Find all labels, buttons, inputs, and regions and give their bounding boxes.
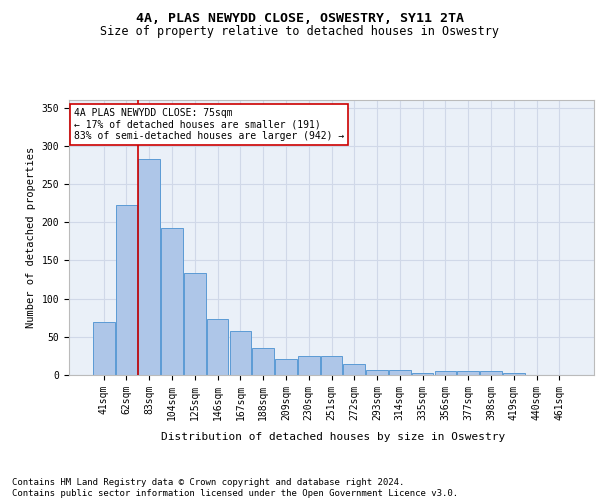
Bar — [275, 359, 297, 375]
Bar — [389, 370, 410, 375]
Text: Size of property relative to detached houses in Oswestry: Size of property relative to detached ho… — [101, 25, 499, 38]
Bar — [343, 364, 365, 375]
Text: 4A PLAS NEWYDD CLOSE: 75sqm
← 17% of detached houses are smaller (191)
83% of se: 4A PLAS NEWYDD CLOSE: 75sqm ← 17% of det… — [74, 108, 344, 142]
Bar — [230, 332, 251, 375]
Bar — [480, 371, 502, 375]
Bar — [366, 370, 388, 375]
Bar — [503, 374, 524, 375]
Bar — [116, 206, 137, 375]
Bar — [320, 356, 343, 375]
Bar — [412, 372, 433, 375]
Bar — [207, 319, 229, 375]
Bar — [457, 371, 479, 375]
Bar — [253, 348, 274, 375]
Text: 4A, PLAS NEWYDD CLOSE, OSWESTRY, SY11 2TA: 4A, PLAS NEWYDD CLOSE, OSWESTRY, SY11 2T… — [136, 12, 464, 26]
Text: Contains HM Land Registry data © Crown copyright and database right 2024.
Contai: Contains HM Land Registry data © Crown c… — [12, 478, 458, 498]
Bar — [93, 322, 115, 375]
Y-axis label: Number of detached properties: Number of detached properties — [26, 147, 36, 328]
Bar — [139, 159, 160, 375]
Bar — [298, 356, 320, 375]
Text: Distribution of detached houses by size in Oswestry: Distribution of detached houses by size … — [161, 432, 505, 442]
Bar — [161, 228, 183, 375]
Bar — [184, 274, 206, 375]
Bar — [434, 371, 456, 375]
